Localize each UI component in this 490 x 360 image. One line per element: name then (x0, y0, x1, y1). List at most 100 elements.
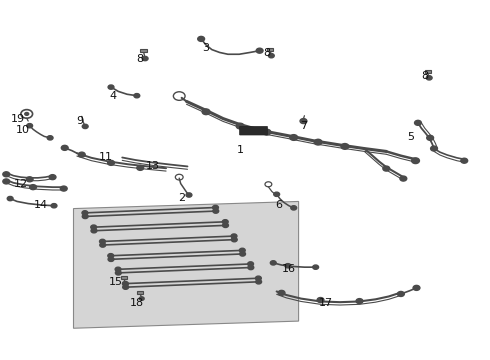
Circle shape (263, 129, 271, 135)
Text: 8: 8 (263, 48, 270, 58)
Circle shape (240, 248, 245, 252)
Circle shape (222, 220, 228, 224)
Circle shape (213, 209, 219, 213)
Circle shape (269, 54, 274, 58)
Circle shape (142, 57, 148, 61)
Circle shape (123, 283, 128, 286)
Circle shape (82, 124, 88, 129)
Circle shape (300, 118, 307, 123)
Circle shape (383, 166, 390, 171)
Circle shape (108, 160, 115, 165)
Circle shape (26, 177, 33, 182)
Bar (268, 48, 273, 51)
Bar (137, 291, 143, 294)
Circle shape (256, 280, 262, 284)
Circle shape (255, 276, 261, 280)
Circle shape (7, 197, 13, 201)
Circle shape (231, 238, 237, 242)
Text: 12: 12 (14, 179, 28, 189)
Circle shape (139, 297, 144, 300)
Circle shape (122, 282, 128, 286)
Text: 17: 17 (318, 298, 332, 308)
Text: 9: 9 (76, 116, 83, 126)
Circle shape (3, 172, 10, 177)
Bar (140, 49, 147, 53)
Circle shape (256, 48, 263, 53)
Circle shape (100, 243, 106, 247)
Circle shape (415, 120, 421, 125)
Circle shape (240, 252, 245, 256)
Text: 13: 13 (146, 161, 159, 171)
Circle shape (30, 185, 36, 190)
Polygon shape (74, 202, 298, 328)
Circle shape (213, 205, 219, 210)
Circle shape (431, 146, 438, 151)
Circle shape (341, 144, 349, 149)
Circle shape (27, 123, 32, 128)
Circle shape (47, 136, 53, 140)
Circle shape (202, 109, 210, 114)
Text: 4: 4 (110, 91, 117, 101)
Text: 10: 10 (16, 125, 30, 135)
Circle shape (60, 186, 67, 191)
Text: 3: 3 (202, 43, 210, 53)
Circle shape (313, 265, 318, 269)
Circle shape (274, 192, 280, 197)
Circle shape (248, 265, 254, 270)
Text: 1: 1 (237, 145, 244, 155)
Circle shape (461, 158, 467, 163)
Circle shape (108, 85, 114, 89)
Circle shape (278, 291, 285, 296)
Circle shape (412, 158, 419, 163)
Circle shape (397, 292, 404, 296)
Text: 8: 8 (137, 54, 144, 64)
Circle shape (99, 239, 105, 244)
Circle shape (198, 36, 204, 41)
Circle shape (317, 297, 324, 302)
Circle shape (426, 76, 432, 80)
Circle shape (356, 298, 363, 303)
Text: 14: 14 (34, 200, 49, 210)
Text: 8: 8 (422, 71, 429, 81)
Circle shape (231, 234, 237, 238)
Text: 5: 5 (407, 132, 414, 142)
Text: 19: 19 (10, 114, 24, 124)
Bar (121, 276, 127, 279)
Circle shape (108, 253, 114, 258)
Circle shape (122, 285, 128, 289)
Text: 7: 7 (300, 121, 307, 131)
Circle shape (49, 175, 56, 180)
Circle shape (247, 262, 253, 266)
Text: 15: 15 (109, 277, 123, 287)
Circle shape (78, 152, 85, 157)
Text: 2: 2 (178, 193, 185, 203)
Circle shape (134, 94, 140, 98)
Text: 18: 18 (130, 298, 144, 308)
Circle shape (270, 261, 276, 265)
Circle shape (82, 211, 88, 215)
Circle shape (91, 229, 97, 233)
Circle shape (82, 214, 88, 219)
Circle shape (413, 285, 420, 291)
Text: 6: 6 (275, 200, 283, 210)
Circle shape (137, 165, 144, 170)
Circle shape (314, 139, 322, 145)
Circle shape (291, 206, 296, 210)
Text: 16: 16 (282, 264, 296, 274)
Circle shape (400, 176, 407, 181)
Circle shape (108, 257, 114, 261)
Circle shape (290, 135, 297, 140)
Circle shape (61, 145, 68, 150)
Circle shape (222, 223, 228, 228)
Circle shape (186, 193, 192, 197)
Text: 11: 11 (99, 152, 113, 162)
Circle shape (285, 264, 291, 268)
Circle shape (91, 225, 97, 229)
Bar (425, 70, 431, 73)
Circle shape (236, 123, 244, 129)
FancyBboxPatch shape (240, 126, 268, 135)
Circle shape (115, 267, 121, 271)
Circle shape (51, 203, 57, 208)
Circle shape (25, 112, 29, 115)
Circle shape (427, 135, 434, 140)
